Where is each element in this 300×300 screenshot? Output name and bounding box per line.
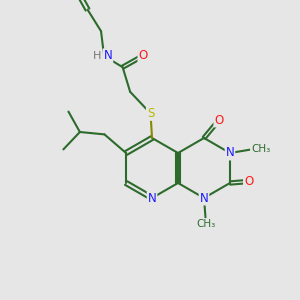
Text: N: N [103, 49, 112, 62]
Text: H: H [93, 51, 102, 61]
Text: O: O [214, 113, 224, 127]
Text: O: O [244, 175, 253, 188]
Text: O: O [138, 49, 148, 62]
Text: N: N [200, 191, 208, 205]
Text: CH₃: CH₃ [196, 219, 216, 229]
Text: CH₃: CH₃ [251, 144, 270, 154]
Text: N: N [226, 146, 234, 160]
Text: S: S [147, 107, 154, 120]
Text: N: N [148, 191, 156, 205]
